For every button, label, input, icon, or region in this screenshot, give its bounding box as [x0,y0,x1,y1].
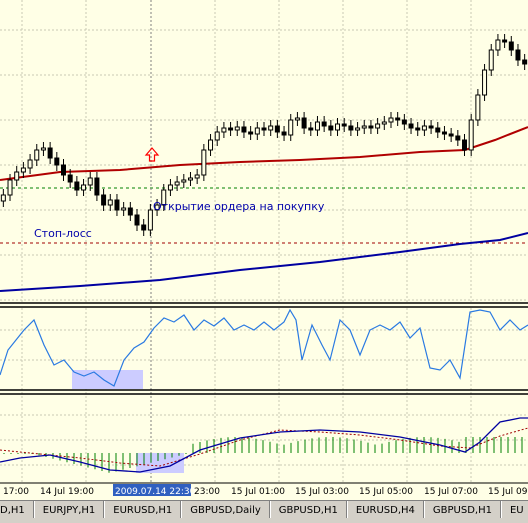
macd-histogram [3,437,523,473]
open-order-annotation: Открытие ордера на покупку [153,200,325,213]
time-label: 15 Jul 01:00 [231,487,285,497]
moving-average-fast [0,126,528,181]
chart-tab[interactable]: EURUSD,H4 [346,501,424,518]
macd-signal-line [0,427,528,467]
chart-tab[interactable]: GBPUSD,H1 [423,501,501,518]
cursor-time-label: 2009.07.14 22:30 [115,487,196,497]
chart-tab[interactable]: D,H1 [0,501,34,518]
trading-chart[interactable]: Открытие ордера на покупку Стоп-лосс 17:… [0,0,528,500]
chart-tab[interactable]: EU [500,501,528,518]
cursor-time-badge [113,484,191,496]
macd-highlight [136,453,184,473]
chart-tabs-bar: D,H1 EURJPY,H1 EURUSD,H1 GBPUSD,Daily GB… [0,500,528,523]
up-arrow-icon [144,147,160,162]
time-label: 14 Jul 19:00 [40,487,94,497]
moving-average-slow [0,232,528,292]
oscillator-highlight [72,370,143,389]
pane-separator[interactable] [0,302,528,308]
price-candles [0,34,528,236]
chart-tab[interactable]: GBPUSD,Daily [181,501,270,518]
time-label: 15 Jul 07:00 [424,487,478,497]
stop-loss-annotation: Стоп-лосс [34,227,92,240]
time-label: 15 Jul 03:00 [295,487,349,497]
oscillator-line [0,308,528,387]
time-axis: 17:00 14 Jul 19:00 23:00 15 Jul 01:00 15… [3,487,528,497]
time-label: 17:00 [3,487,29,497]
time-label: 15 Jul 05:00 [359,487,413,497]
chart-tab[interactable]: EURJPY,H1 [33,501,105,518]
macd-main-line [0,417,528,473]
time-label: 15 Jul 09: [488,487,528,497]
chart-tab[interactable]: EURUSD,H1 [104,501,182,518]
chart-tab[interactable]: GBPUSD,H1 [269,501,347,518]
time-label: 23:00 [194,487,220,497]
pane-separator[interactable] [0,389,528,395]
